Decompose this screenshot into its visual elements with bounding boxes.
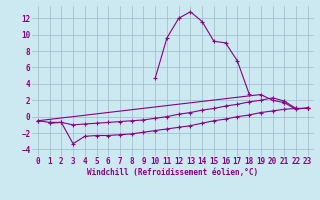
X-axis label: Windchill (Refroidissement éolien,°C): Windchill (Refroidissement éolien,°C) [87, 168, 258, 177]
